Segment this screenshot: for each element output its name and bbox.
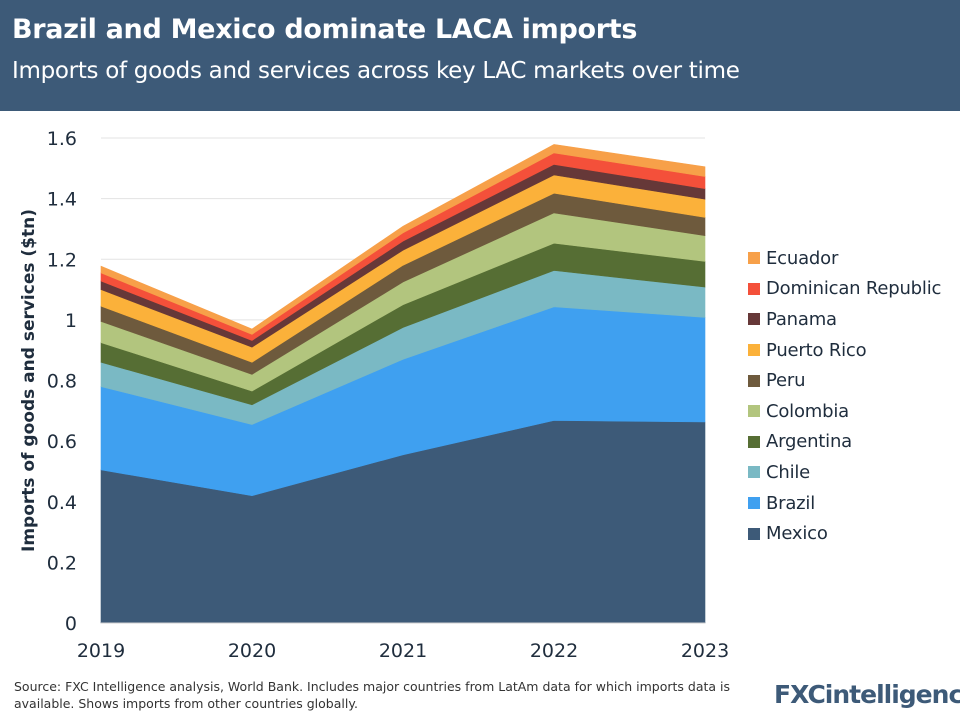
legend-swatch (748, 405, 760, 418)
legend-label: Peru (766, 370, 806, 392)
y-tick-label: 1 (65, 310, 77, 332)
chart-header: Brazil and Mexico dominate LACA imports … (0, 0, 960, 111)
x-tick-label: 2021 (379, 640, 427, 662)
x-tick-label: 2020 (228, 640, 276, 662)
y-tick-label: 1.2 (47, 249, 77, 271)
legend-swatch (748, 252, 760, 265)
legend-item: Colombia (748, 396, 941, 427)
x-tick-label: 2019 (77, 640, 125, 662)
y-tick-label: 0.2 (47, 552, 77, 574)
area-ecuador (100, 144, 706, 335)
y-tick-label: 0.6 (47, 431, 77, 453)
chart-subtitle: Imports of goods and services across key… (12, 58, 740, 84)
y-tick-label: 0.8 (47, 371, 77, 393)
legend-label: Chile (766, 461, 811, 483)
legend-item: Dominican Republic (748, 274, 941, 305)
y-tick-label: 1.6 (47, 128, 77, 150)
source-note: Source: FXC Intelligence analysis, World… (14, 679, 731, 711)
legend-item: Panama (748, 304, 941, 335)
legend-swatch (748, 374, 760, 387)
y-tick-label: 1.4 (47, 189, 77, 211)
legend-item: Mexico (748, 518, 941, 549)
legend-item: Ecuador (748, 243, 941, 274)
y-axis-title: Imports of goods and services ($tn) (19, 209, 39, 552)
legend-label: Puerto Rico (766, 339, 867, 361)
chart-legend: Ecuador Dominican Republic Panama Puerto Ri… (748, 243, 941, 549)
stacked-area-chart: 0 0.2 0.4 0.6 0.8 1 1.2 1.4 1.6 2019 2020 2021 2022 2… (19, 128, 729, 662)
x-tick-label: 2022 (530, 640, 578, 662)
legend-item: Chile (748, 457, 941, 488)
legend-swatch (748, 344, 760, 357)
legend-swatch (748, 527, 760, 540)
legend-label: Panama (766, 308, 837, 330)
legend-swatch (748, 497, 760, 510)
x-tick-label: 2023 (681, 640, 729, 662)
legend-label: Colombia (766, 400, 849, 422)
fxc-intelligence-logo: FXCintelligence (774, 680, 960, 709)
y-tick-label: 0.4 (47, 492, 77, 514)
legend-label: Ecuador (766, 247, 839, 269)
legend-label: Argentina (766, 431, 853, 453)
legend-item: Puerto Rico (748, 335, 941, 366)
legend-item: Brazil (748, 488, 941, 519)
legend-swatch (748, 282, 760, 295)
legend-label: Dominican Republic (766, 278, 942, 300)
legend-item: Argentina (748, 427, 941, 458)
legend-item: Peru (748, 365, 941, 396)
chart-title: Brazil and Mexico dominate LACA imports (12, 14, 638, 45)
legend-swatch (748, 313, 760, 326)
y-tick-label: 0 (65, 613, 77, 635)
legend-label: Mexico (766, 523, 828, 545)
legend-label: Brazil (766, 492, 816, 514)
legend-swatch (748, 466, 760, 479)
legend-swatch (748, 435, 760, 448)
